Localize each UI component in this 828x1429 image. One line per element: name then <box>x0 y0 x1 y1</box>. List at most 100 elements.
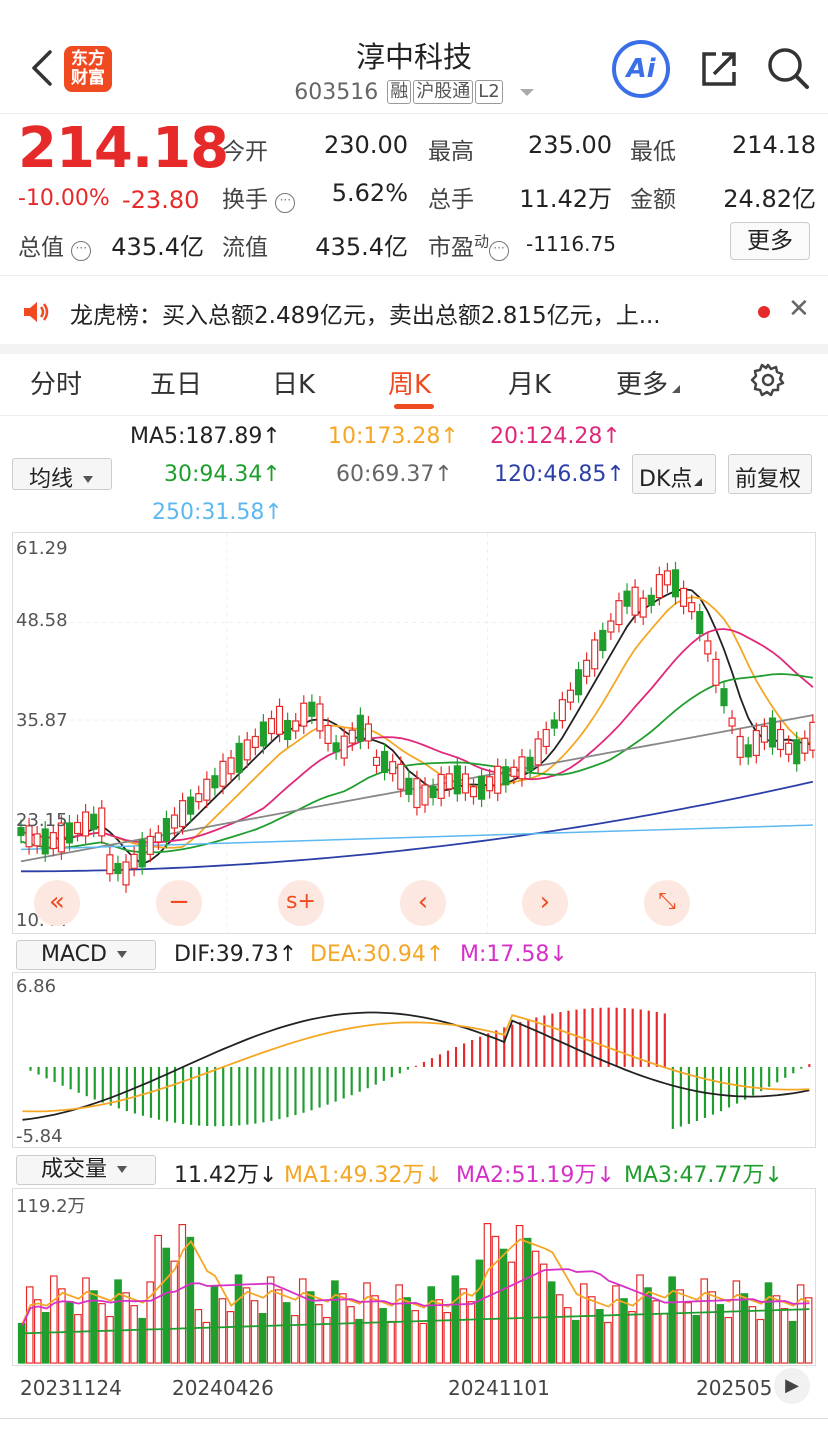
tab-five-day[interactable]: 五日 <box>150 370 203 400</box>
volume-bar <box>25 1286 34 1364</box>
vol-current-label: 11.42万↓ <box>174 1163 278 1188</box>
candle <box>550 719 558 729</box>
stock-name: 淳中科技 <box>355 40 472 74</box>
tab-monthly-k[interactable]: 月K <box>508 370 552 400</box>
speaker-icon <box>24 302 49 322</box>
macd-y-top: 6.86 <box>16 976 57 997</box>
volume-bar <box>644 1287 652 1364</box>
scroll-right-button[interactable]: › <box>522 880 568 926</box>
volume-bar <box>339 1293 347 1364</box>
zoom-in-button[interactable]: s+ <box>278 880 324 926</box>
indicator-dropdown[interactable]: 均线 <box>12 458 112 492</box>
ai-assistant-button[interactable]: Ai <box>612 40 670 98</box>
gear-icon[interactable] <box>750 362 786 398</box>
info-dots-icon[interactable]: ··· <box>275 193 296 213</box>
back-arrow-icon[interactable] <box>26 46 60 90</box>
ma30-label: 30:94.34↑ <box>164 462 281 487</box>
fullscreen-button[interactable]: ⤡ <box>644 880 690 926</box>
volume-bar <box>547 1281 556 1364</box>
candle <box>542 728 550 748</box>
chevron-down-icon <box>117 1166 128 1173</box>
volume-value: 11.42万 <box>519 185 612 213</box>
candle <box>469 786 478 798</box>
volume-bar <box>250 1300 259 1364</box>
vol-ma1-label: MA1:49.32万↓ <box>284 1163 443 1188</box>
share-icon[interactable] <box>698 48 740 90</box>
macd-y-bottom: -5.84 <box>16 1126 63 1147</box>
volume-bar <box>756 1318 765 1364</box>
zoom-out-button[interactable]: − <box>156 880 202 926</box>
unread-dot <box>758 306 770 318</box>
candle <box>130 853 138 869</box>
tab-weekly-k[interactable]: 周K <box>388 370 432 400</box>
play-next-icon[interactable]: ▶ <box>774 1368 810 1404</box>
volume-bar <box>419 1322 428 1364</box>
candle <box>195 793 203 803</box>
notice-text[interactable]: 龙虎榜：买入总额2.489亿元，卖出总额2.815亿元，上... <box>70 303 661 329</box>
notice-bar[interactable]: 龙虎榜：买入总额2.489亿元，卖出总额2.815亿元，上... ✕ <box>0 286 828 336</box>
candle <box>90 813 98 830</box>
volume-bar <box>620 1298 628 1364</box>
volume-bar <box>106 1315 114 1364</box>
tag-margin: 融 <box>387 80 412 104</box>
volume-bar <box>355 1318 363 1364</box>
volume-bar <box>708 1291 717 1364</box>
volume-bar <box>266 1276 275 1364</box>
candle <box>33 833 41 847</box>
vol-ma2-line <box>21 1268 810 1326</box>
volume-bar <box>427 1286 436 1364</box>
scroll-left-button[interactable]: ‹ <box>400 880 446 926</box>
volume-bar <box>218 1298 227 1364</box>
divider <box>0 275 828 276</box>
close-icon[interactable]: ✕ <box>788 294 810 324</box>
info-dots-icon[interactable]: ··· <box>489 241 510 261</box>
volume-dropdown[interactable]: 成交量 <box>16 1155 156 1185</box>
macd-dropdown[interactable]: MACD <box>16 940 156 970</box>
more-quote-button[interactable]: 更多 <box>730 222 810 260</box>
volume-bar <box>523 1237 532 1364</box>
tab-more[interactable]: 更多 <box>616 364 681 401</box>
candle <box>284 719 292 741</box>
search-icon[interactable] <box>766 46 810 90</box>
dk-point-button[interactable]: DK点 <box>632 454 716 494</box>
volume-bar <box>58 1288 66 1364</box>
volume-bar <box>298 1278 307 1364</box>
kline-chart[interactable] <box>12 532 816 934</box>
volume-bar <box>563 1307 572 1364</box>
volume-bar <box>676 1289 684 1364</box>
volume-bar <box>748 1306 757 1364</box>
candle <box>259 721 267 747</box>
candle <box>421 784 429 806</box>
corner-triangle-icon <box>694 478 703 486</box>
candle <box>397 763 405 790</box>
chevron-down-icon <box>83 476 94 483</box>
vol-ma1-line <box>21 1238 810 1324</box>
info-dots-icon[interactable]: ··· <box>71 241 92 261</box>
volume-bar <box>596 1309 604 1364</box>
volume-bar <box>170 1260 179 1364</box>
volume-bar <box>234 1274 243 1364</box>
ma5-label: MA5:187.89↑ <box>130 424 281 449</box>
volume-bar <box>347 1306 355 1364</box>
chart-period-tabs: 分时 五日 日K 周K 月K 更多 <box>0 354 828 416</box>
candle <box>227 757 235 775</box>
dropdown-caret-icon[interactable] <box>519 89 534 96</box>
volume-bar <box>764 1282 773 1364</box>
open-value: 230.00 <box>324 131 408 159</box>
candle <box>348 729 356 744</box>
volume-bar <box>258 1312 267 1364</box>
rewind-button[interactable]: « <box>34 880 80 926</box>
candle <box>437 773 445 799</box>
volume-bar <box>571 1319 580 1364</box>
volume-bar <box>732 1280 741 1364</box>
macd-chart[interactable] <box>12 972 816 1148</box>
date-label: 20231124 <box>20 1376 122 1400</box>
stock-subline: 603516 融沪股通 L2 <box>0 80 828 105</box>
volume-bar <box>443 1312 452 1364</box>
eastmoney-logo: 东方 财富 <box>64 46 112 92</box>
tab-daily-k[interactable]: 日K <box>272 370 316 400</box>
adjust-forward-button[interactable]: 前复权 <box>728 454 812 494</box>
candle <box>712 658 720 686</box>
volume-chart[interactable] <box>12 1188 816 1366</box>
tab-intraday[interactable]: 分时 <box>30 370 83 400</box>
